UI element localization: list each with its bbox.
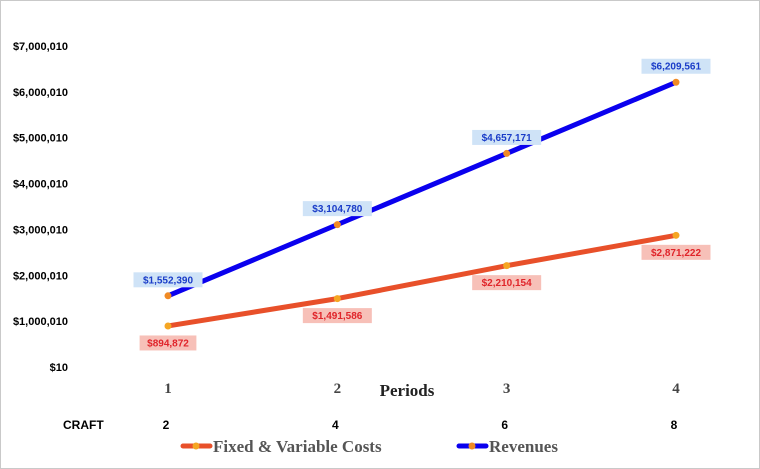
y-tick-label: $3,000,010: [13, 224, 68, 236]
legend-label: Fixed & Variable Costs: [213, 437, 382, 456]
series-line-revenues: [165, 79, 679, 299]
y-tick-label: $4,000,010: [13, 179, 68, 191]
y-tick-label: $6,000,010: [13, 87, 68, 99]
y-tick-label: $10: [50, 362, 68, 374]
data-point-marker: [672, 78, 680, 86]
x-axis-title: Periods: [380, 381, 435, 400]
data-label-box: [641, 244, 711, 260]
x-tick-label: 1: [164, 381, 172, 397]
series-line-costs: [165, 232, 679, 329]
y-tick-label: $2,000,010: [13, 270, 68, 282]
data-point-marker: [503, 149, 511, 157]
data-label: $894,872: [147, 338, 189, 349]
table-row-value: 2: [163, 418, 170, 432]
table-row-label: CRAFT: [63, 418, 104, 432]
data-point-marker: [333, 221, 341, 229]
legend-swatch-marker: [192, 442, 200, 450]
data-label: $1,552,390: [143, 275, 193, 286]
table-row-value: 8: [671, 418, 678, 432]
data-point-marker: [333, 295, 341, 303]
x-tick-label: 4: [672, 381, 680, 397]
data-label: $1,491,586: [312, 311, 362, 322]
data-label: $6,209,561: [651, 62, 701, 73]
data-label: $2,210,154: [482, 278, 532, 289]
data-label-box: [302, 308, 372, 324]
data-label-box: [472, 275, 542, 291]
data-label-box: [302, 201, 372, 217]
data-label-box: [472, 129, 542, 145]
y-tick-label: $1,000,010: [13, 316, 68, 328]
data-label: $3,104,780: [312, 204, 362, 215]
data-label-box: [139, 335, 197, 351]
data-label-box: [133, 272, 203, 288]
table-row-value: 6: [501, 418, 508, 432]
data-point-marker: [672, 231, 680, 239]
x-tick-label: 3: [503, 381, 511, 397]
table-row-value: 4: [332, 418, 339, 432]
data-point-marker: [503, 262, 511, 270]
data-label: $2,871,222: [651, 248, 701, 259]
data-point-marker: [164, 322, 172, 330]
data-label: $4,657,171: [482, 133, 532, 144]
data-label-box: [641, 58, 711, 74]
y-tick-label: $7,000,010: [13, 41, 68, 53]
legend-swatch-marker: [468, 442, 476, 450]
data-point-marker: [164, 292, 172, 300]
x-tick-label: 2: [334, 381, 342, 397]
legend-label: Revenues: [489, 437, 558, 456]
y-tick-label: $5,000,010: [13, 133, 68, 145]
